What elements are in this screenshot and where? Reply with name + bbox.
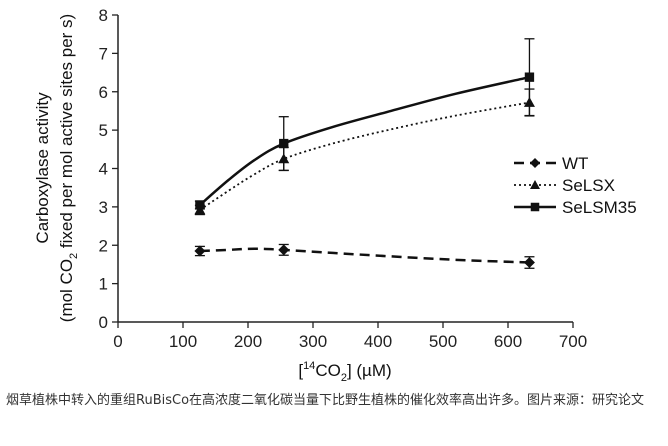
x-tick-label: 500 bbox=[429, 332, 457, 351]
series-line-wt bbox=[199, 247, 530, 264]
series-line-selsm35 bbox=[199, 75, 530, 206]
y-tick-label: 8 bbox=[99, 6, 108, 25]
y-tick-label: 1 bbox=[99, 275, 108, 294]
legend-label-selsm35: SeLSM35 bbox=[562, 198, 637, 217]
error-bars bbox=[194, 38, 535, 269]
data-point-selsm35 bbox=[279, 138, 289, 149]
legend: WT SeLSX SeLSM35 bbox=[514, 154, 637, 217]
data-point-wt bbox=[194, 245, 206, 257]
legend-marker-selsm35 bbox=[530, 202, 540, 212]
legend-marker-wt bbox=[530, 158, 540, 168]
data-point-selsx bbox=[523, 96, 535, 107]
chart-axes bbox=[117, 15, 573, 323]
legend-marker-selsx bbox=[530, 180, 540, 189]
series-line-selsx bbox=[199, 101, 530, 211]
carboxylase-chart: 0 100 200 300 400 500 600 700 0 1 2 3 4 5 6 7 8 WT SeLSX… bbox=[33, 6, 637, 384]
x-tick-label: 0 bbox=[113, 332, 122, 351]
legend-label-wt: WT bbox=[562, 154, 588, 173]
y-tick-label: 7 bbox=[99, 44, 108, 63]
x-tick-label: 200 bbox=[234, 332, 262, 351]
x-tick-label: 600 bbox=[494, 332, 522, 351]
data-markers bbox=[194, 72, 535, 269]
legend-label-selsx: SeLSX bbox=[562, 176, 615, 195]
x-axis-title: [14CO2] (µM) bbox=[298, 360, 391, 384]
y-tick-label: 2 bbox=[99, 236, 108, 255]
x-tick-label: 400 bbox=[364, 332, 392, 351]
x-tick-label: 300 bbox=[299, 332, 327, 351]
data-point-selsm35 bbox=[524, 72, 535, 82]
figure-caption: 烟草植株中转入的重组RuBisCo在高浓度二氧化碳当量下比野生植株的催化效率高出… bbox=[6, 393, 645, 408]
x-tick-label: 100 bbox=[169, 332, 197, 351]
x-tick-label: 700 bbox=[559, 332, 587, 351]
y-tick-label: 0 bbox=[99, 313, 108, 332]
series-lines bbox=[199, 75, 530, 264]
x-axis-ticks: 0 100 200 300 400 500 600 700 bbox=[113, 322, 587, 351]
y-tick-label: 3 bbox=[99, 198, 108, 217]
y-tick-label: 5 bbox=[99, 121, 108, 140]
data-point-wt bbox=[523, 257, 535, 269]
y-axis-subtitle: (mol CO2 fixed per mol active sites per … bbox=[57, 14, 80, 322]
data-point-selsm35 bbox=[195, 200, 205, 210]
data-point-selsx bbox=[278, 153, 290, 164]
y-tick-label: 6 bbox=[99, 83, 108, 102]
y-axis-ticks: 0 1 2 3 4 5 6 7 8 bbox=[99, 6, 118, 332]
y-tick-label: 4 bbox=[99, 160, 108, 179]
data-point-wt bbox=[278, 244, 290, 256]
y-axis-title: Carboxylase activity bbox=[33, 92, 52, 244]
